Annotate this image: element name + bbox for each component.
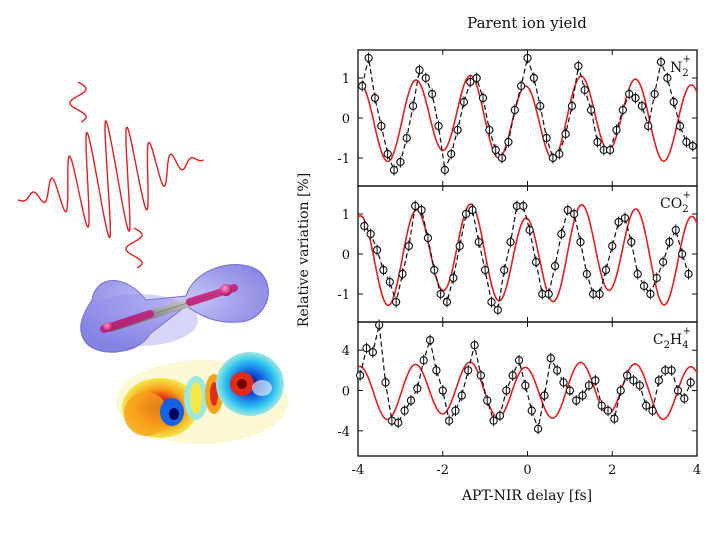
- x-tick-label: -4: [352, 463, 365, 478]
- y-tick-label: 0: [342, 112, 350, 127]
- y-axis-label: Relative variation [%]: [296, 173, 312, 327]
- y-tick-label: -4: [337, 425, 350, 440]
- panel-frame: [357, 185, 698, 323]
- y-tick-label: 1: [342, 208, 350, 223]
- chart-title: Parent ion yield: [467, 14, 587, 32]
- panel-label: CO2+: [660, 190, 691, 215]
- illustration: [17, 81, 288, 444]
- model-series-line: [357, 74, 698, 163]
- x-tick-label: 2: [608, 463, 616, 478]
- chart-panels: 1 0 -1 N2+ 1 0 -1 CO2+ 4 0 -4 C2H4+: [337, 49, 698, 457]
- y-tick-label: 4: [342, 344, 350, 359]
- measured-series-line: [363, 205, 690, 312]
- laser-pulse-wave: [17, 81, 204, 269]
- panel-2: 1 0 -1 CO2+: [337, 185, 698, 323]
- model-series-line: [357, 361, 698, 421]
- y-tick-label: 0: [342, 385, 350, 400]
- x-tick-label: 4: [693, 463, 701, 478]
- x-axis-label: APT-NIR delay [fs]: [461, 488, 592, 504]
- x-ticks: -4 -2 0 2 4: [352, 463, 701, 478]
- y-tick-label: -1: [337, 288, 350, 303]
- y-tick-label: -1: [337, 152, 350, 167]
- x-tick-label: 0: [523, 463, 531, 478]
- measured-series-line: [359, 324, 692, 432]
- model-series-line: [357, 203, 698, 307]
- y-tick-label: 1: [342, 72, 350, 87]
- measured-series-line: [361, 55, 694, 173]
- orbital-density-icon: [116, 352, 288, 444]
- panel-1: 1 0 -1 N2+: [337, 49, 698, 187]
- x-tick-label: -2: [436, 463, 449, 478]
- panel-label: C2H4+: [653, 326, 691, 351]
- y-tick-label: 0: [342, 248, 350, 263]
- molecule-icon: [80, 264, 269, 353]
- panel-label: N2+: [670, 54, 691, 79]
- panel-3: 4 0 -4 C2H4+: [337, 319, 698, 457]
